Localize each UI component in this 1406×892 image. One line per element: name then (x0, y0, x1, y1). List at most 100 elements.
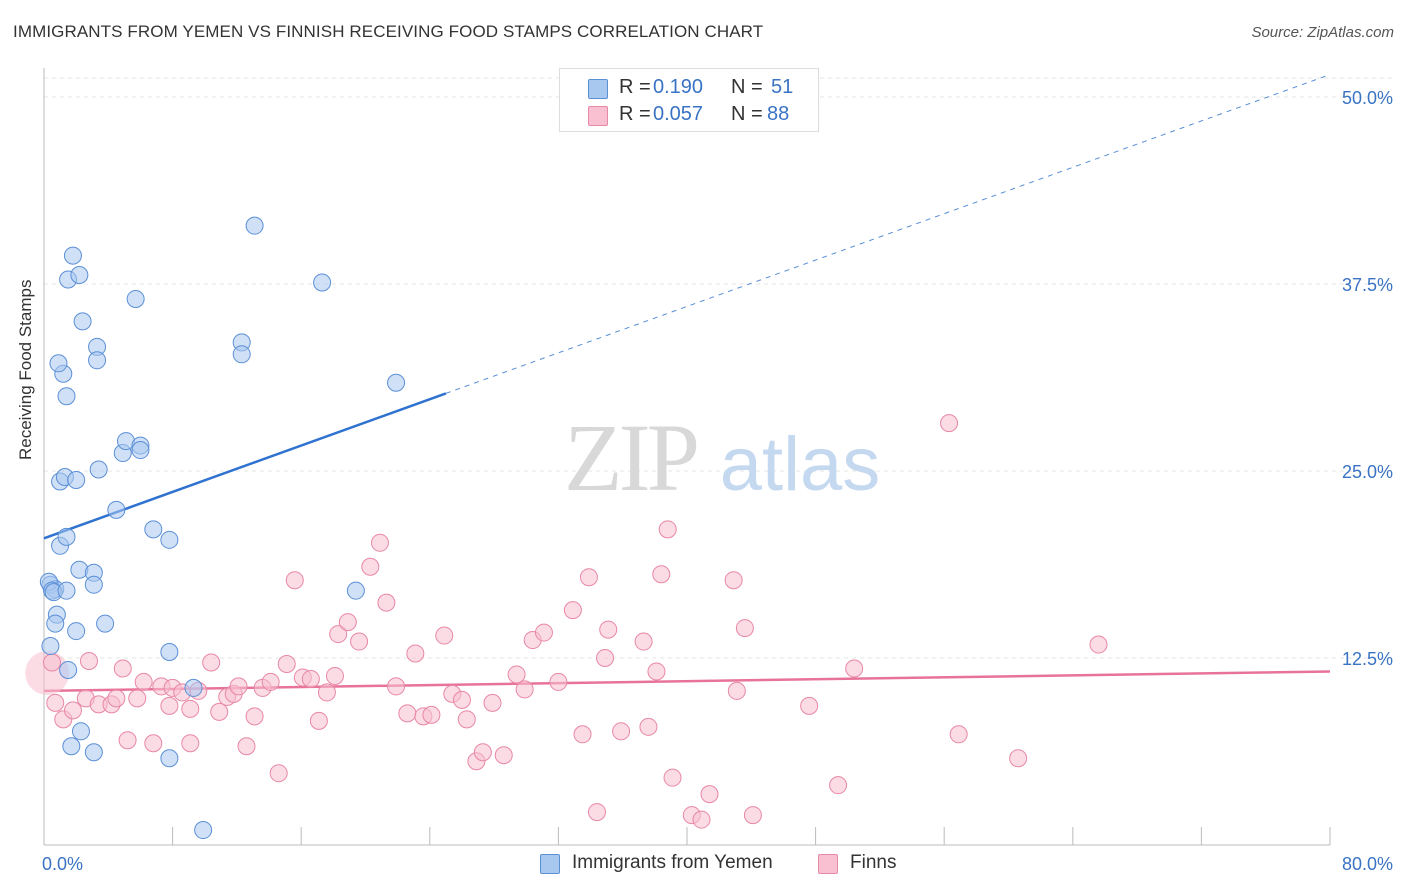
point-finns (361, 557, 380, 576)
bottom-legend-label-yemen: Immigrants from Yemen (572, 852, 773, 873)
legend-n-label: N = (731, 103, 763, 125)
point-finns (338, 613, 357, 632)
point-finns (639, 717, 658, 736)
point-finns (596, 649, 615, 667)
point-finns (700, 785, 719, 804)
point-finns (63, 701, 82, 720)
point-yemen (70, 560, 89, 579)
point-finns (237, 737, 256, 756)
point-finns (107, 689, 126, 708)
point-finns (301, 669, 320, 688)
point-finns (144, 734, 163, 753)
watermark-zip: ZIP (564, 404, 697, 511)
point-finns (113, 659, 132, 678)
legend-swatch-finns (588, 106, 608, 126)
point-finns (245, 707, 264, 726)
y-tick-label: 37.5% (1342, 275, 1393, 295)
point-finns (727, 681, 746, 700)
point-finns (435, 626, 454, 645)
point-yemen (67, 470, 86, 489)
point-finns (1009, 749, 1028, 768)
point-yemen (131, 441, 150, 460)
legend-n-label: N = (731, 76, 763, 98)
grid-lines (44, 77, 1395, 659)
point-yemen (73, 312, 92, 331)
point-yemen (160, 749, 179, 768)
bottom-legend-swatch-finns (818, 854, 838, 874)
point-finns (494, 746, 513, 765)
point-finns (350, 632, 369, 651)
legend-swatch-yemen (588, 79, 608, 99)
point-finns (285, 571, 304, 590)
point-yemen (67, 622, 86, 641)
y-axis-label: Receiving Food Stamps (16, 279, 35, 460)
point-finns (483, 693, 502, 712)
y-tick-label: 12.5% (1342, 649, 1393, 669)
x-tick-label: 80.0% (1342, 854, 1393, 874)
point-finns (387, 677, 406, 696)
point-yemen (62, 737, 81, 756)
point-finns (128, 689, 147, 708)
legend-n-value: 88 (767, 103, 790, 125)
point-yemen (387, 373, 406, 392)
point-yemen (107, 500, 126, 519)
point-finns (210, 702, 229, 721)
point-yemen (57, 527, 76, 546)
point-finns (422, 705, 441, 724)
point-yemen (313, 273, 332, 292)
point-yemen (49, 354, 68, 373)
point-yemen (84, 743, 103, 762)
point-finns (599, 620, 618, 639)
point-yemen (144, 520, 163, 539)
point-finns (647, 662, 666, 681)
source-label: Source: ZipAtlas.com (1251, 24, 1394, 41)
point-finns (724, 571, 743, 590)
point-finns (949, 725, 968, 744)
tick-labels: 12.5% 25.0% 37.5% 50.0% 0.0% 80.0% (42, 88, 1393, 874)
point-finns (573, 725, 592, 744)
y-tick-label: 50.0% (1342, 88, 1393, 108)
data-points (25, 216, 1108, 840)
point-yemen (245, 216, 264, 235)
point-finns (43, 653, 62, 672)
bottom-legend-swatch-yemen (540, 854, 560, 874)
point-finns (80, 651, 99, 670)
point-finns (370, 533, 389, 552)
point-finns (652, 565, 671, 584)
point-finns (277, 654, 296, 673)
point-finns (181, 699, 200, 718)
point-finns (317, 683, 336, 702)
point-finns (549, 672, 568, 691)
point-finns (406, 644, 425, 663)
y-tick-label: 25.0% (1342, 462, 1393, 482)
point-finns (829, 776, 848, 795)
watermark-atlas: atlas (720, 422, 881, 507)
point-finns (800, 696, 819, 715)
point-yemen (89, 460, 108, 479)
point-yemen (126, 289, 145, 308)
legend-n-value: 51 (771, 76, 794, 98)
point-finns (181, 734, 200, 753)
point-finns (329, 625, 348, 644)
point-finns (735, 619, 754, 638)
point-finns (587, 803, 606, 822)
point-yemen (194, 821, 213, 840)
legend-r-value: 0.057 (653, 103, 704, 125)
point-finns (743, 806, 762, 825)
point-yemen (160, 530, 179, 549)
point-finns (269, 764, 288, 783)
legend-r-label: R = (619, 103, 651, 125)
point-finns (202, 653, 221, 672)
point-finns (377, 593, 396, 612)
point-yemen (41, 637, 60, 656)
point-yemen (70, 266, 89, 285)
point-finns (563, 601, 582, 620)
point-finns (229, 677, 248, 696)
point-finns (534, 623, 553, 642)
point-finns (452, 690, 471, 709)
point-yemen (232, 345, 251, 364)
point-yemen (46, 614, 65, 633)
point-yemen (71, 722, 90, 741)
point-finns (515, 680, 534, 699)
